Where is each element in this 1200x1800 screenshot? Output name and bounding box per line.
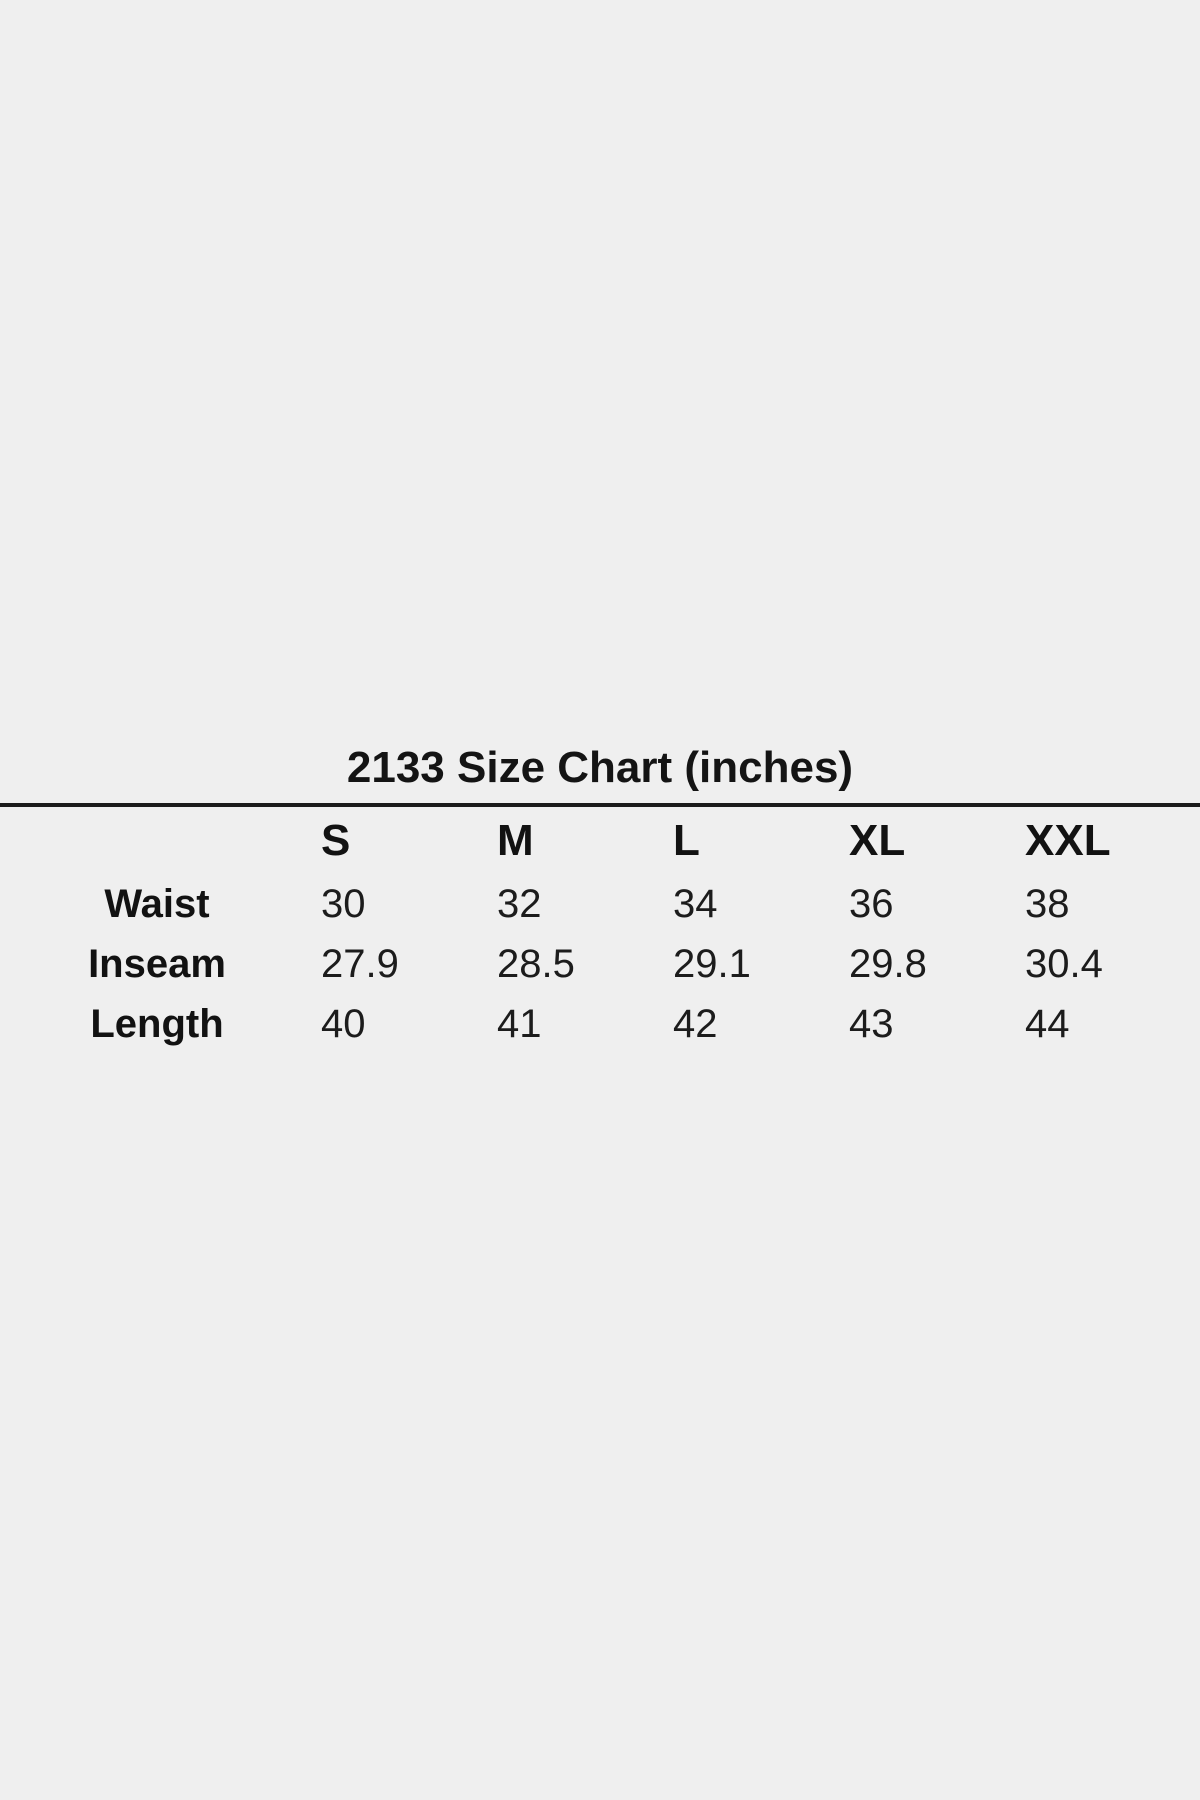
column-header-l: L	[673, 815, 700, 865]
corner-cell	[0, 807, 314, 874]
size-chart-title: 2133 Size Chart (inches)	[346, 743, 854, 792]
cell-waist-s: 30	[321, 882, 366, 926]
row-label-waist: Waist	[104, 882, 210, 926]
cell-length-m: 41	[497, 1002, 542, 1046]
cell-inseam-xxl: 30.4	[1025, 942, 1103, 986]
cell-inseam-s: 27.9	[321, 942, 399, 986]
cell-length-xl: 43	[849, 1002, 894, 1046]
column-header-s: S	[321, 815, 351, 865]
cell-length-s: 40	[321, 1002, 366, 1046]
cell-waist-xxl: 38	[1025, 882, 1070, 926]
column-header-xxl: XXL	[1025, 815, 1111, 865]
row-label-inseam: Inseam	[88, 942, 226, 986]
column-header-m: M	[497, 815, 534, 865]
cell-waist-m: 32	[497, 882, 542, 926]
row-label-length: Length	[90, 1002, 224, 1046]
size-chart-table: S M L XL XXL Waist 30 32 34 36 38 Inseam…	[0, 807, 1194, 1054]
cell-waist-l: 34	[673, 882, 718, 926]
cell-length-l: 42	[673, 1002, 718, 1046]
column-header-xl: XL	[849, 815, 906, 865]
cell-waist-xl: 36	[849, 882, 894, 926]
cell-inseam-m: 28.5	[497, 942, 575, 986]
cell-inseam-l: 29.1	[673, 942, 751, 986]
title-divider-rule	[0, 803, 1200, 807]
cell-inseam-xl: 29.8	[849, 942, 927, 986]
cell-length-xxl: 44	[1025, 1002, 1070, 1046]
